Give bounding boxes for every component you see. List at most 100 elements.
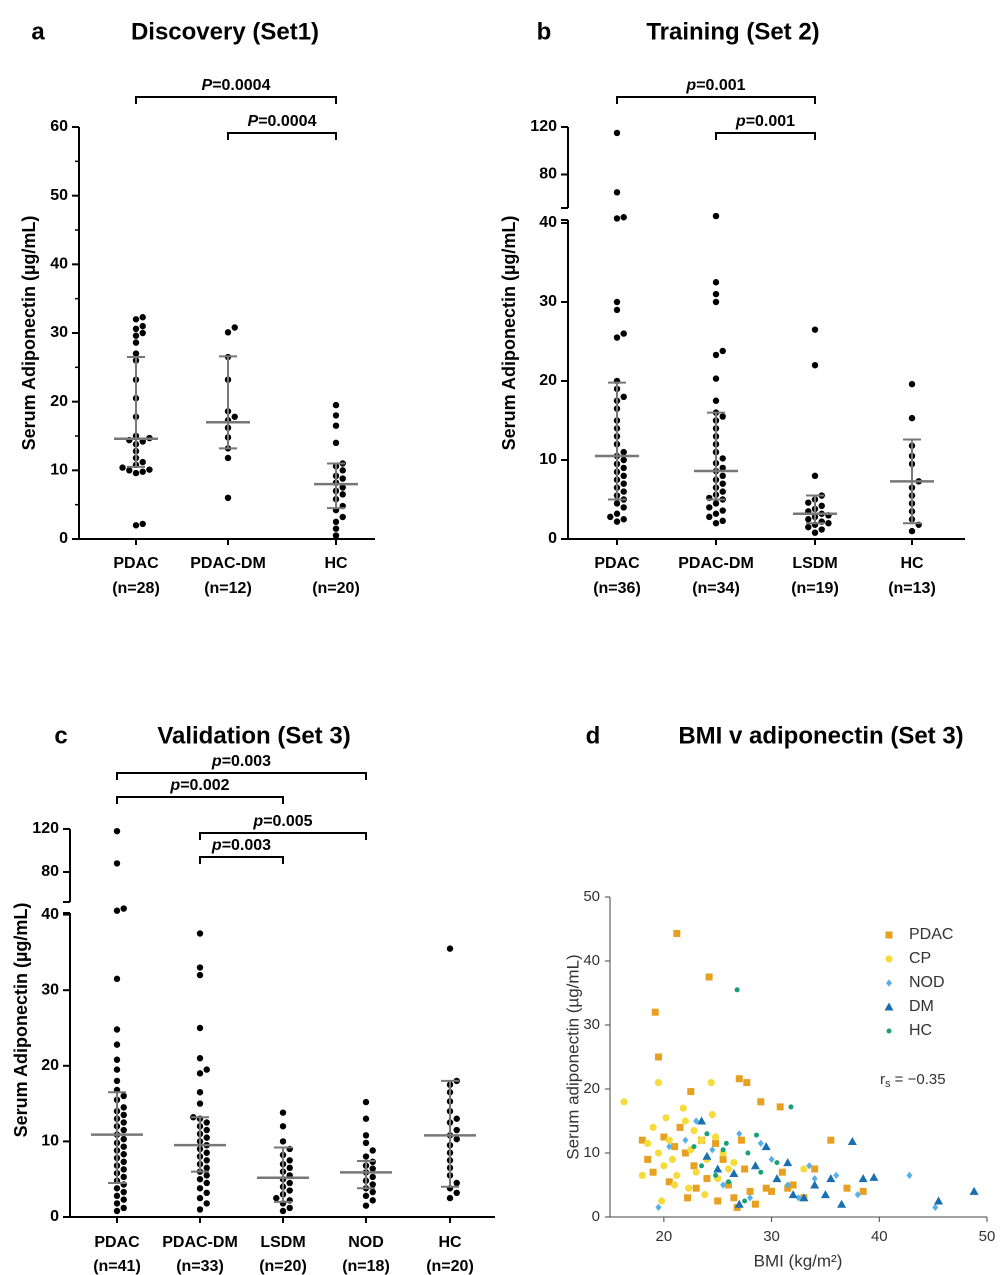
data-point [644, 1139, 652, 1147]
significance-bracket: p=0.001 [715, 113, 816, 140]
data-point [795, 1194, 802, 1202]
data-point [196, 1100, 204, 1107]
data-point [203, 1134, 210, 1141]
category-label: PDAC [113, 555, 159, 572]
data-point [113, 1066, 121, 1073]
data-point [800, 1165, 808, 1173]
data-point [886, 1028, 892, 1034]
data-point [719, 413, 726, 420]
bracket-line [616, 96, 816, 104]
data-point [671, 1181, 679, 1189]
data-point [286, 1157, 293, 1164]
p-symbol: p [685, 77, 696, 94]
significance-bracket: p=0.003 [199, 837, 284, 864]
data-point [789, 1181, 797, 1189]
data-point [620, 480, 627, 487]
data-point [120, 1126, 127, 1134]
y-tick-label: 20 [583, 1080, 600, 1097]
data-point [113, 1056, 121, 1063]
data-point [620, 330, 627, 337]
data-point [750, 1161, 760, 1170]
data-point [203, 1164, 210, 1172]
data-point [203, 1119, 210, 1126]
series-pdac [638, 929, 867, 1211]
data-point [719, 347, 726, 355]
data-point [908, 527, 916, 535]
p-value-label: p=0.001 [685, 77, 745, 94]
data-point [113, 1200, 121, 1207]
p-value: =0.001 [746, 113, 795, 130]
data-point [120, 1196, 127, 1203]
data-point [805, 499, 812, 506]
significance-bracket: p=0.001 [616, 77, 816, 104]
data-point [658, 1197, 666, 1205]
data-point [837, 1199, 847, 1208]
data-point [665, 1178, 673, 1186]
data-point [279, 1138, 287, 1145]
data-point [703, 1175, 711, 1183]
data-point [332, 401, 340, 409]
data-point [681, 1149, 689, 1157]
data-point [810, 1180, 820, 1189]
data-point [339, 491, 346, 498]
data-point [113, 1041, 121, 1048]
data-point [196, 1194, 204, 1202]
data-point [453, 1135, 460, 1143]
data-point [362, 1132, 370, 1139]
y-tick-label: 50 [583, 888, 600, 905]
data-point [706, 513, 713, 521]
data-point [811, 362, 819, 369]
data-point [712, 375, 720, 382]
y-tick-label: 30 [41, 981, 59, 998]
data-point [120, 1143, 127, 1150]
data-point [362, 1115, 370, 1122]
y-tick-label: 20 [41, 1057, 59, 1074]
data-point [613, 510, 621, 517]
data-point [120, 905, 127, 912]
data-point [620, 516, 627, 523]
data-point [712, 397, 720, 404]
y-tick-label: 10 [50, 462, 68, 479]
data-point [712, 500, 720, 507]
data-point [279, 1109, 287, 1116]
group-pdac: PDAC (n=41) [91, 827, 143, 1275]
data-point [743, 1079, 751, 1087]
data-point [607, 513, 614, 521]
data-point [120, 1151, 127, 1158]
data-point [719, 455, 726, 462]
y-tick-label: 40 [583, 952, 600, 969]
data-point [613, 306, 621, 314]
data-point [712, 212, 720, 220]
data-point [906, 1171, 913, 1179]
data-point [854, 1191, 861, 1199]
data-point [724, 1165, 733, 1173]
data-point [662, 1114, 670, 1122]
data-point [783, 1158, 793, 1167]
y-axis-label: Serum Adiponectin (µg/mL) [499, 216, 519, 451]
data-point [613, 334, 621, 341]
data-point [203, 1200, 210, 1207]
data-point [734, 987, 740, 993]
data-point [132, 522, 140, 529]
data-point [858, 1174, 868, 1183]
data-point [660, 1133, 668, 1141]
y-tick-label: 0 [50, 1208, 59, 1225]
data-point [339, 467, 346, 474]
data-point [446, 945, 454, 952]
data-point [203, 1126, 210, 1134]
data-point [719, 480, 726, 487]
p-value-label: P=0.0004 [248, 113, 317, 130]
data-point [196, 930, 204, 937]
data-point [719, 507, 726, 514]
p-value: =0.005 [263, 813, 312, 830]
category-label: HC [900, 555, 924, 572]
data-point [758, 1169, 764, 1175]
data-point [693, 1117, 700, 1125]
data-point [126, 467, 133, 474]
category-count: (n=36) [593, 580, 641, 597]
data-point [673, 929, 681, 937]
data-point [799, 1193, 809, 1202]
correlation-annotation: rs = −0.35 [880, 1071, 946, 1090]
data-point [362, 1202, 370, 1209]
